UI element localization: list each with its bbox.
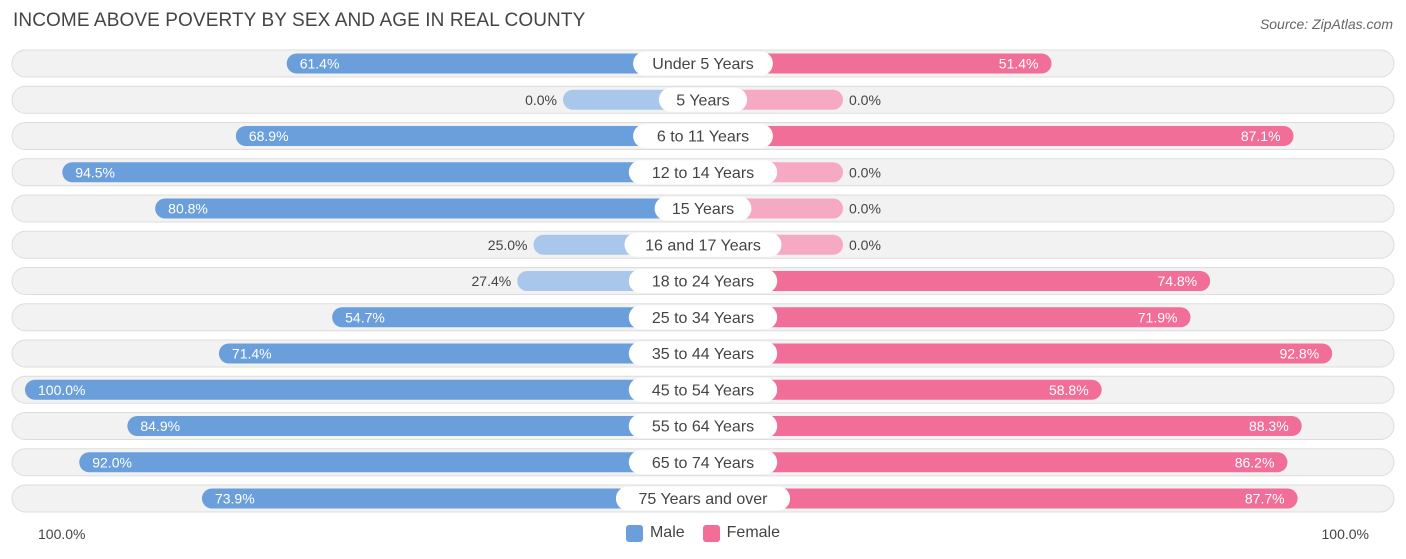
chart-row: 27.4% 74.8% 18 to 24 Years (11, 267, 1395, 295)
female-value-label: 51.4% (999, 56, 1039, 72)
chart-row: 25.0% 0.0% 16 and 17 Years (11, 230, 1395, 259)
female-bar (703, 126, 1294, 146)
male-value-label: 80.8% (168, 201, 208, 217)
chart-row: 68.9% 87.1% 6 to 11 Years (11, 122, 1395, 150)
category-pill (628, 341, 778, 366)
category-label: 45 to 54 Years (652, 382, 754, 399)
category-label: Under 5 Years (652, 56, 753, 73)
male-bar (286, 53, 703, 74)
axis-right-label: 100.0% (1321, 526, 1369, 542)
male-value-label: 84.9% (140, 418, 180, 434)
female-value-label: 92.8% (1279, 346, 1319, 362)
male-value-label: 0.0% (525, 92, 557, 108)
category-label: 65 to 74 Years (652, 455, 754, 472)
female-bar (703, 416, 1302, 436)
female-value-label: 87.7% (1245, 491, 1285, 507)
chart-row: 92.0% 86.2% 65 to 74 Years (11, 448, 1395, 477)
category-pill (628, 269, 778, 293)
male-bar (62, 162, 704, 183)
female-value-label: 74.8% (1157, 273, 1197, 289)
chart-row: 80.8% 0.0% 15 Years (11, 194, 1395, 223)
chart-row: 84.9% 88.3% 55 to 64 Years (11, 412, 1395, 440)
female-value-label: 0.0% (849, 201, 881, 217)
female-value-label: 0.0% (849, 92, 881, 108)
male-value-label: 27.4% (472, 273, 512, 289)
male-value-label: 54.7% (345, 309, 385, 325)
axis-left-label: 100.0% (38, 526, 86, 542)
chart-area: 61.4% 51.4% Under 5 Years 0.0% 0.0% 5 Years 68… (11, 49, 1395, 513)
category-label: 55 to 64 Years (652, 419, 754, 436)
female-value-label: 87.1% (1241, 128, 1281, 144)
male-bar (218, 343, 703, 364)
chart-row: 100.0% 58.8% 45 to 54 Years (11, 375, 1395, 404)
category-pill (628, 450, 778, 475)
male-value-label: 73.9% (215, 491, 255, 507)
female-bar (703, 53, 1052, 74)
chart-row: 0.0% 0.0% 5 Years (11, 85, 1395, 114)
female-bar (703, 379, 1102, 400)
chart-row: 54.7% 71.9% 25 to 34 Years (11, 303, 1395, 332)
category-label: 75 Years and over (639, 491, 769, 508)
female-value-label: 88.3% (1249, 418, 1289, 434)
legend-label-male: Male (649, 524, 685, 541)
female-value-label: 86.2% (1235, 454, 1275, 470)
male-bar (332, 307, 703, 328)
female-bar (703, 307, 1191, 328)
male-value-label: 100.0% (38, 382, 85, 398)
category-pill (654, 196, 752, 221)
legend-item-male[interactable]: Male (625, 524, 685, 542)
category-label: 5 Years (676, 92, 729, 109)
female-value-label: 0.0% (849, 164, 881, 180)
female-value-label: 0.0% (849, 237, 881, 253)
category-label: 35 to 44 Years (652, 346, 754, 363)
category-pill (633, 51, 773, 76)
category-pill (615, 486, 791, 511)
chart-row: 73.9% 87.7% 75 Years and over (11, 484, 1395, 513)
category-label: 16 and 17 Years (645, 237, 761, 254)
chart-row: 71.4% 92.8% 35 to 44 Years (11, 339, 1395, 368)
category-label: 6 to 11 Years (657, 129, 749, 146)
category-label: 15 Years (672, 201, 734, 218)
female-bar (703, 343, 1333, 364)
male-value-label: 92.0% (92, 454, 132, 470)
category-pill (633, 124, 773, 148)
female-bar (703, 452, 1288, 473)
category-label: 25 to 34 Years (652, 310, 754, 327)
category-pill (624, 232, 782, 257)
legend-swatch-female (702, 524, 720, 542)
male-value-label: 68.9% (249, 128, 289, 144)
male-value-label: 61.4% (300, 56, 340, 72)
chart-row: 61.4% 51.4% Under 5 Years (11, 49, 1395, 78)
category-pill (628, 377, 778, 402)
male-bar (25, 379, 703, 400)
male-value-label: 25.0% (488, 237, 528, 253)
category-pill (658, 87, 748, 112)
legend-swatch-male (625, 524, 643, 542)
female-bar (703, 271, 1211, 291)
legend: Male Female (0, 524, 1406, 542)
source-label: Source: ZipAtlas.com (1259, 16, 1393, 32)
category-label: 18 to 24 Years (652, 274, 754, 291)
category-pill (628, 305, 778, 330)
chart-row: 94.5% 0.0% 12 to 14 Years (11, 158, 1395, 187)
category-label: 12 to 14 Years (652, 165, 754, 182)
legend-label-female: Female (726, 524, 781, 541)
female-value-label: 71.9% (1138, 309, 1178, 325)
category-pill (628, 160, 778, 185)
male-bar (201, 488, 703, 509)
chart-title: INCOME ABOVE POVERTY BY SEX AND AGE IN R… (13, 10, 586, 31)
legend-item-female[interactable]: Female (702, 524, 781, 542)
male-value-label: 94.5% (75, 164, 115, 180)
female-value-label: 58.8% (1049, 382, 1089, 398)
male-value-label: 71.4% (232, 346, 272, 362)
male-bar (79, 452, 704, 473)
female-bar (703, 488, 1298, 509)
category-pill (628, 414, 778, 438)
male-bar (127, 416, 704, 436)
male-bar (155, 198, 703, 219)
male-bar (235, 126, 703, 146)
